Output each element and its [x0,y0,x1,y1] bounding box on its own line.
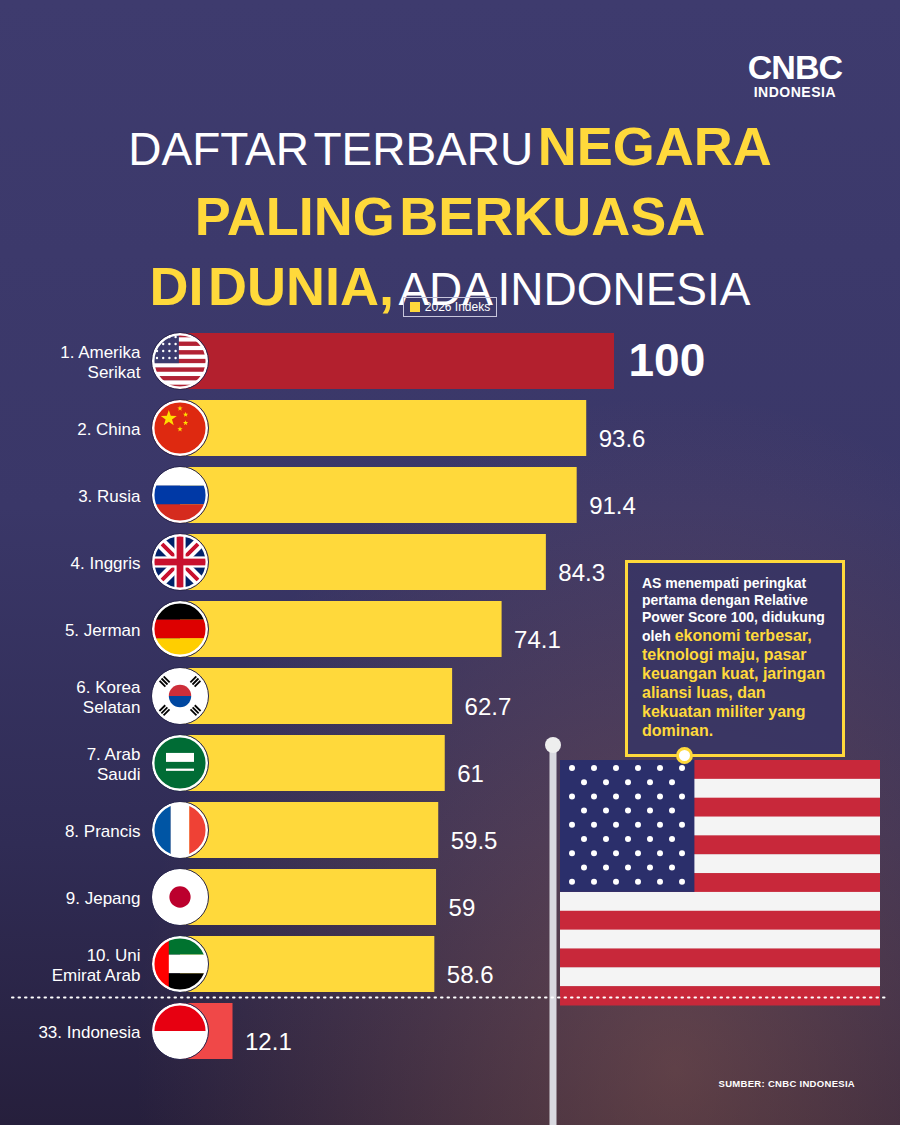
svg-text:33. Indonesia: 33. Indonesia [38,1023,141,1042]
svg-text:2. China: 2. China [77,420,141,439]
svg-text:3. Rusia: 3. Rusia [78,487,141,506]
svg-text:59.5: 59.5 [451,827,498,854]
svg-text:1. AmerikaSerikat: 1. AmerikaSerikat [60,343,141,382]
html-text:2026 Indeks: 2026 Indeks [424,300,491,314]
svg-text:5. Jerman: 5. Jerman [65,621,141,640]
svg-text:12.1: 12.1 [245,1028,292,1055]
svg-text:8. Prancis: 8. Prancis [65,822,141,841]
html-text:CNBC: CNBC [747,48,842,86]
svg-text:6. KoreaSelatan: 6. KoreaSelatan [76,678,141,717]
html-text:PALING BERKUASA: PALING BERKUASA [194,186,706,246]
html-text:DAFTAR TERBARU NEGARA: DAFTAR TERBARU NEGARA [128,116,772,176]
svg-text:84.3: 84.3 [558,559,605,586]
svg-text:74.1: 74.1 [514,626,561,653]
svg-text:9. Jepang: 9. Jepang [66,889,141,908]
html-text:INDONESIA: INDONESIA [753,84,836,100]
html-text:SUMBER: CNBC INDONESIA: SUMBER: CNBC INDONESIA [718,1078,855,1089]
svg-text:4. Inggris: 4. Inggris [71,554,141,573]
svg-text:7. ArabSaudi: 7. ArabSaudi [87,745,141,784]
svg-text:93.6: 93.6 [599,425,646,452]
svg-text:58.6: 58.6 [447,961,494,988]
svg-text:62.7: 62.7 [465,693,512,720]
svg-text:10. UniEmirat Arab: 10. UniEmirat Arab [52,946,141,985]
html-text:AS menempati peringkat pertama: AS menempati peringkat pertama dengan Re… [642,575,826,739]
svg-text:59: 59 [449,894,476,921]
svg-text:100: 100 [629,334,706,386]
svg-text:91.4: 91.4 [589,492,636,519]
svg-text:61: 61 [457,760,484,787]
html-text:DI DUNIA, ADA INDONESIA: DI DUNIA, ADA INDONESIA [149,256,751,316]
